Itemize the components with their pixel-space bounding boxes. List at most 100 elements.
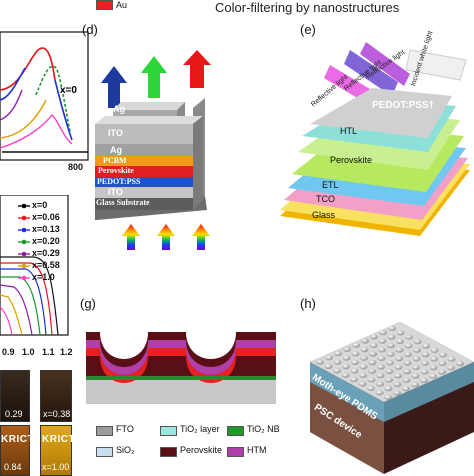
panel-h-dome	[377, 364, 385, 370]
panel-h-dome	[429, 365, 438, 371]
panel-b-tick-0: 0.9	[2, 347, 15, 357]
panel-h-dome	[368, 360, 377, 366]
panel-g-legend-swatch	[227, 426, 244, 436]
panel-h-dome	[333, 359, 342, 365]
panel-b-legend-item: x=0.20	[32, 236, 60, 246]
panel-a-curve-orange	[0, 99, 47, 139]
panel-h-dome	[359, 372, 367, 378]
panel-a-tick: 800	[68, 162, 84, 172]
photo-4-value: x=1.00	[42, 462, 70, 472]
panel-b-legend-item: x=0	[32, 200, 48, 210]
panel-d-arrow-red	[183, 50, 211, 88]
panel-g-legend-swatch	[160, 447, 177, 457]
panel-h-dome	[396, 330, 405, 336]
panel-a-curve-pink	[0, 114, 73, 149]
panel-d-layer-ito: ITO	[108, 187, 123, 197]
panel-h-dome	[405, 334, 413, 340]
panel-a-curve-blue-2	[54, 79, 73, 141]
panel-h-dome	[404, 351, 412, 357]
panel-h-dome	[376, 373, 385, 379]
panel-b-legend-marker	[21, 275, 27, 281]
panel-g-legend-swatch	[96, 0, 113, 10]
panel-b-legend-marker	[21, 203, 27, 209]
panel-g-diagram	[86, 332, 276, 404]
panel-b-tick-1: 1.0	[22, 347, 35, 357]
panel-h-dome	[413, 339, 422, 345]
panel-e-layer-tco: TCO	[316, 194, 335, 204]
panel-h-dome	[402, 386, 410, 392]
panel-d-layer-ito-top: ITO	[108, 128, 123, 138]
panel-h-dome	[368, 368, 376, 374]
panel-h-dome	[411, 373, 420, 379]
panel-h-dome	[384, 394, 392, 400]
panel-h-dome	[334, 351, 342, 357]
panel-h-dome	[404, 343, 413, 349]
panel-h-dome	[361, 338, 369, 344]
panel-g-legend-label: Au	[116, 0, 128, 10]
panel-h-dome	[343, 346, 351, 352]
panel-h-dome	[393, 390, 401, 396]
panel-d-arrow-blue	[101, 66, 127, 108]
panel-h-dome	[316, 359, 324, 365]
panel-h-dome	[369, 342, 378, 348]
panel-h-dome	[420, 377, 428, 383]
panel-b-legend-item: x=0.06	[32, 212, 60, 222]
panel-b-tick-3: 1.2	[60, 347, 73, 357]
panel-e-beam-white	[405, 49, 467, 81]
panel-g-legend-swatch	[96, 447, 113, 457]
panel-d-layer-ag: Ag	[110, 145, 122, 155]
panel-h-dome	[387, 334, 396, 340]
panel-a-curve-blue	[0, 67, 26, 101]
panel-e-letter: (e)	[300, 22, 316, 37]
panel-a-plot	[0, 31, 89, 161]
panel-g-letter: (g)	[80, 296, 96, 311]
photo-4-label: KRICT	[42, 434, 76, 445]
panel-h-dome	[429, 373, 437, 379]
panel-g-legend-label: FTO	[116, 424, 134, 434]
panel-h-dome	[378, 347, 386, 353]
panel-h-dome	[377, 355, 386, 361]
panel-b-legend-markers	[18, 203, 30, 281]
panel-h-dome	[352, 342, 360, 348]
panel-d-letter: (d)	[82, 22, 98, 37]
panel-d-layer-pcbm: PCBM	[103, 156, 127, 165]
panel-h-letter: (h)	[300, 296, 316, 311]
panel-b-legend-item: x=0.58	[32, 260, 60, 270]
panel-h-dome	[411, 382, 419, 388]
panel-h-dome	[324, 363, 333, 369]
panel-g-legend-swatch	[160, 426, 177, 436]
panel-h-dome	[342, 364, 350, 370]
panel-b-legend-marker	[21, 215, 27, 221]
panel-h-dome	[395, 347, 404, 353]
panel-b-frame	[0, 195, 69, 336]
panel-g-htm	[86, 340, 276, 375]
photo-1: 0.29	[0, 370, 30, 422]
panel-h-dome	[358, 381, 367, 387]
panel-h-dome	[342, 355, 351, 361]
panel-b-legend-marker	[21, 239, 27, 245]
panel-e-beam-purple	[344, 50, 398, 96]
panel-h-dome	[438, 360, 447, 366]
panel-d-rainbow-arrow-2	[157, 224, 175, 250]
panel-h-dome	[447, 356, 456, 362]
panel-h-dome	[388, 325, 396, 331]
panel-h-dome	[402, 377, 411, 383]
panel-d-layer-glass: Glass Substrate	[96, 198, 150, 207]
panel-h-dome	[439, 352, 447, 358]
panel-d-diagram	[95, 50, 211, 220]
panel-h-dome	[403, 360, 412, 366]
panel-h-dome	[386, 351, 395, 357]
panel-h-dome	[370, 334, 378, 340]
photo-3: KRICT 0.84	[0, 425, 34, 476]
panel-h-dome	[394, 373, 402, 379]
panel-h-dome	[385, 368, 394, 374]
panel-h-dome	[341, 372, 350, 378]
panel-h-dome	[403, 369, 411, 375]
panel-g-legend-label: TiO₂ NB	[247, 424, 280, 434]
panel-h-dome	[395, 356, 403, 362]
panel-g-legend-label: TiO₂ layer	[180, 424, 220, 434]
panel-h-dome	[360, 347, 369, 353]
panel-h-dome	[420, 369, 429, 375]
panel-d-layer-ag-top: Ag	[113, 104, 125, 114]
photo-3-label: KRICT	[1, 434, 35, 445]
